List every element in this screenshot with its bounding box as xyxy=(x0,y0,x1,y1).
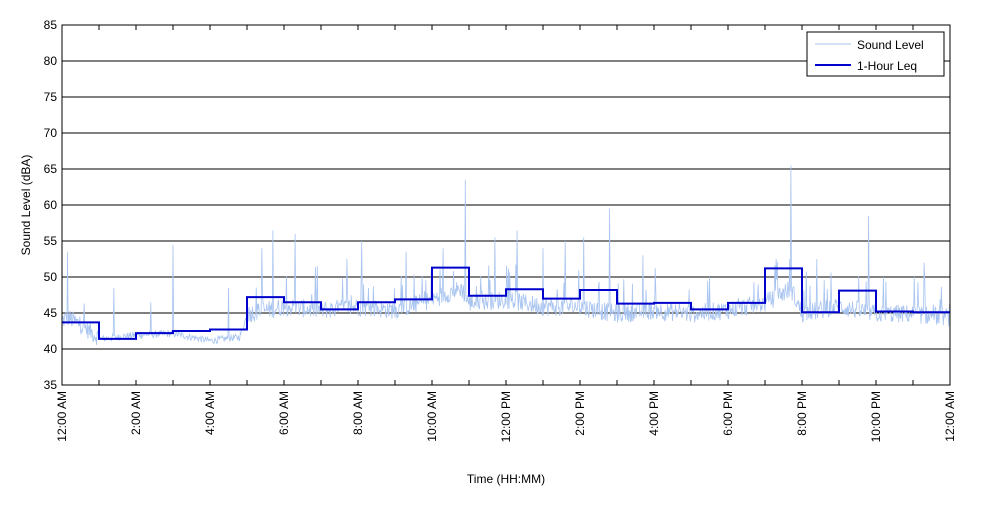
y-axis-label: Sound Level (dBA) xyxy=(19,155,33,256)
y-tick-label: 40 xyxy=(44,342,58,356)
x-tick-label: 12:00 AM xyxy=(55,391,69,442)
y-tick-label: 70 xyxy=(44,126,58,140)
x-tick-label: 2:00 PM xyxy=(573,391,587,436)
x-tick-label: 4:00 PM xyxy=(647,391,661,436)
x-tick-label: 12:00 AM xyxy=(943,391,957,442)
y-tick-label: 35 xyxy=(44,378,58,392)
x-axis-label: Time (HH:MM) xyxy=(467,472,545,486)
y-tick-label: 55 xyxy=(44,234,58,248)
legend-box xyxy=(806,31,945,77)
x-tick-label: 6:00 AM xyxy=(277,391,291,435)
y-tick-label: 60 xyxy=(44,198,58,212)
y-tick-label: 50 xyxy=(44,270,58,284)
x-tick-label: 12:00 PM xyxy=(499,391,513,442)
x-tick-label: 2:00 AM xyxy=(129,391,143,435)
x-tick-label: 8:00 AM xyxy=(351,391,365,435)
plot-frame xyxy=(61,24,951,386)
x-tick-label: 10:00 AM xyxy=(425,391,439,442)
legend-label-sound-level: Sound Level xyxy=(857,38,924,52)
y-tick-label: 75 xyxy=(44,90,58,104)
x-axis-ticks: 12:00 AM 2:00 AM 4:00 AM 6:00 AM 8:00 AM 10:0… xyxy=(55,25,957,442)
x-tick-label: 10:00 PM xyxy=(869,391,883,442)
y-tick-label: 45 xyxy=(44,306,58,320)
y-tick-label: 65 xyxy=(44,162,58,176)
leq-step-line xyxy=(62,266,950,340)
legend: Sound Level 1-Hour Leq xyxy=(806,31,945,77)
x-tick-label: 4:00 AM xyxy=(203,391,217,435)
x-tick-label: 6:00 PM xyxy=(721,391,735,436)
y-axis-ticks: 35 40 45 50 55 60 65 70 75 80 85 xyxy=(44,18,58,392)
x-tick-label: 8:00 PM xyxy=(795,391,809,436)
y-tick-label: 85 xyxy=(44,18,58,32)
series-1-hour-leq xyxy=(62,266,950,340)
legend-label-1-hour-leq: 1-Hour Leq xyxy=(857,59,917,73)
y-tick-label: 80 xyxy=(44,54,58,68)
